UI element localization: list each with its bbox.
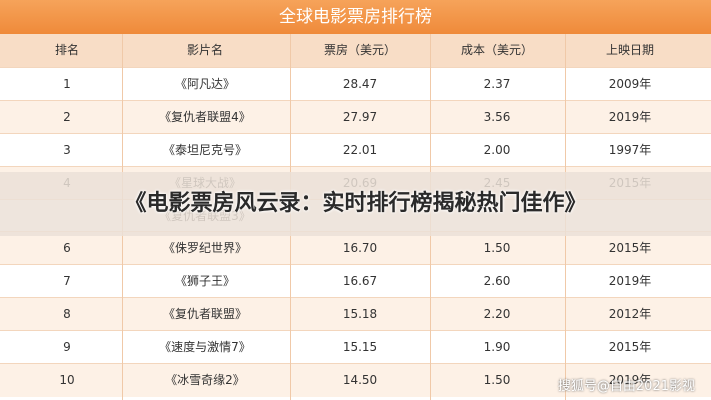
- table-cell: 8: [63, 307, 71, 322]
- table-row: 7 《狮子王》 16.67 2.60 2019年: [0, 264, 711, 299]
- table-cell: 2.60: [483, 274, 511, 289]
- header-cell: 上映日期: [605, 43, 654, 57]
- table-cell: 27.97: [342, 109, 378, 124]
- table-cell: 《复仇者联盟4》: [159, 109, 251, 124]
- table-cell: 《狮子王》: [174, 274, 235, 289]
- table-cell: 16.70: [342, 241, 378, 256]
- header-cell: 票房（美元）: [323, 43, 396, 57]
- table-row: 2 《复仇者联盟4》 27.97 3.56 2019年: [0, 99, 711, 134]
- header-cell: 影片名: [186, 43, 223, 57]
- table-row: 1 《阿凡达》 28.47 2.37 2009年: [0, 66, 711, 101]
- table-cell: 1.90: [483, 340, 511, 355]
- header-cell: 排名: [54, 43, 79, 57]
- table-cell: 3: [63, 142, 71, 157]
- table-cell: 2012年: [608, 307, 652, 322]
- table-cell: 9: [63, 340, 71, 355]
- table-cell: 14.50: [342, 373, 378, 387]
- table-row: 8 《复仇者联盟》 15.18 2.20 2012年: [0, 297, 711, 332]
- table-cell: 6: [63, 241, 71, 256]
- table-cell: 《泰坦尼克号》: [162, 142, 247, 157]
- table-cell: 2.20: [483, 307, 511, 322]
- header-row: 排名 影片名 票房（美元） 成本（美元） 上映日期: [0, 34, 711, 67]
- table-cell: 2015年: [608, 241, 652, 256]
- table-cell: 3.56: [483, 109, 511, 124]
- table-cell: 2019年: [608, 109, 652, 124]
- table-row: 10 《冰雪奇缘2》 14.50 1.50 2019年: [0, 363, 711, 397]
- table-cell: 《冰雪奇缘2》: [165, 373, 245, 387]
- table-cell: 15.15: [342, 340, 378, 355]
- table-cell: 2.37: [483, 76, 511, 91]
- table-cell: 1.50: [483, 241, 511, 256]
- table-cell: 《复仇者联盟》: [162, 307, 247, 322]
- table-cell: 《速度与激情7》: [159, 340, 251, 355]
- table-row: 3 《泰坦尼克号》 22.01 2.00 1997年: [0, 132, 711, 167]
- table-cell: 1997年: [608, 142, 652, 157]
- header-cell: 成本（美元）: [460, 43, 533, 57]
- table-cell: 28.47: [342, 76, 378, 91]
- table-row: 6 《侏罗纪世界》 16.70 1.50 2015年: [0, 231, 711, 266]
- banner: 《电影票房风云录：实时排行榜揭秘热门佳作》: [0, 172, 711, 236]
- table-row: 9 《速度与激情7》 15.15 1.90 2015年: [0, 330, 711, 364]
- table-cell: 2019年: [608, 373, 652, 387]
- table-cell: 7: [63, 274, 71, 289]
- table-cell: 《侏罗纪世界》: [162, 241, 247, 256]
- table-cell: 1: [63, 76, 71, 91]
- table-cell: 1.50: [483, 373, 511, 387]
- table-cell: 2015年: [608, 340, 652, 355]
- watermark: 搜狐号@自由2021影视: [557, 379, 695, 394]
- table-cell: 10: [59, 373, 75, 387]
- table-cell: 2.00: [483, 142, 511, 157]
- table-cell: 2019年: [608, 274, 652, 289]
- table-cell: 16.67: [342, 274, 378, 289]
- table-cell: 2: [63, 109, 71, 124]
- table-cell: 22.01: [342, 142, 378, 157]
- table-cell: 15.18: [342, 307, 378, 322]
- table-cell: 《阿凡达》: [174, 76, 235, 91]
- table-title: 全球电影票房排行榜: [0, 0, 711, 34]
- table-cell: 2009年: [608, 76, 652, 91]
